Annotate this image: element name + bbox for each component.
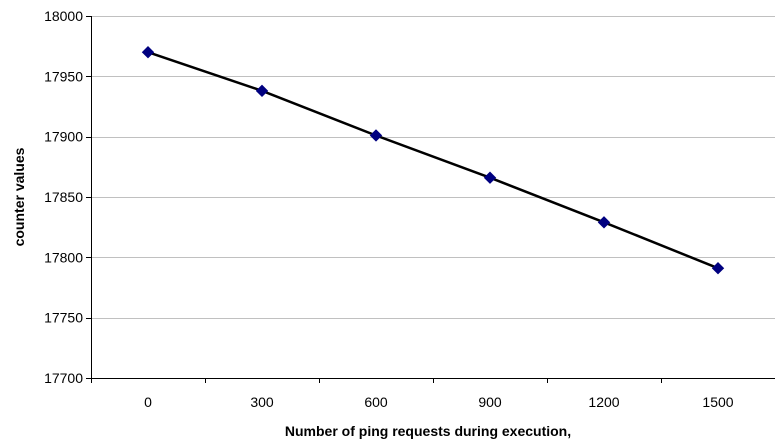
x-tick-label: 300 [250,394,274,410]
data-point-marker [369,129,383,142]
x-tick-label: 1200 [588,394,619,410]
y-tick-label: 18000 [44,8,83,24]
y-tick-label: 17700 [44,370,83,386]
x-tick-label: 600 [364,394,388,410]
data-point-marker [597,216,611,229]
data-point-marker [711,261,725,275]
y-tick-label: 17900 [44,129,83,145]
x-tick-label: 1500 [702,394,733,410]
series [141,45,725,275]
y-tick-label: 17850 [44,189,83,205]
x-tick-labels: 0 300 600 900 1200 1500 [144,394,734,410]
y-tick-label: 17950 [44,68,83,84]
axes [86,16,775,383]
y-tick-label: 17750 [44,310,83,326]
x-tick-label: 0 [144,394,152,410]
data-point-marker [255,84,269,98]
data-point-marker [141,45,155,59]
x-tick-label: 900 [478,394,502,410]
grid-lines [91,16,775,319]
data-point-marker [483,171,497,184]
y-tick-label: 17800 [44,249,83,265]
y-tick-labels: 17700 17750 17800 17850 17900 17950 18000 [44,8,83,386]
series-line [147,51,719,270]
y-axis-title: counter values [11,147,27,246]
x-axis-title: Number of ping requests during execution… [285,423,571,439]
